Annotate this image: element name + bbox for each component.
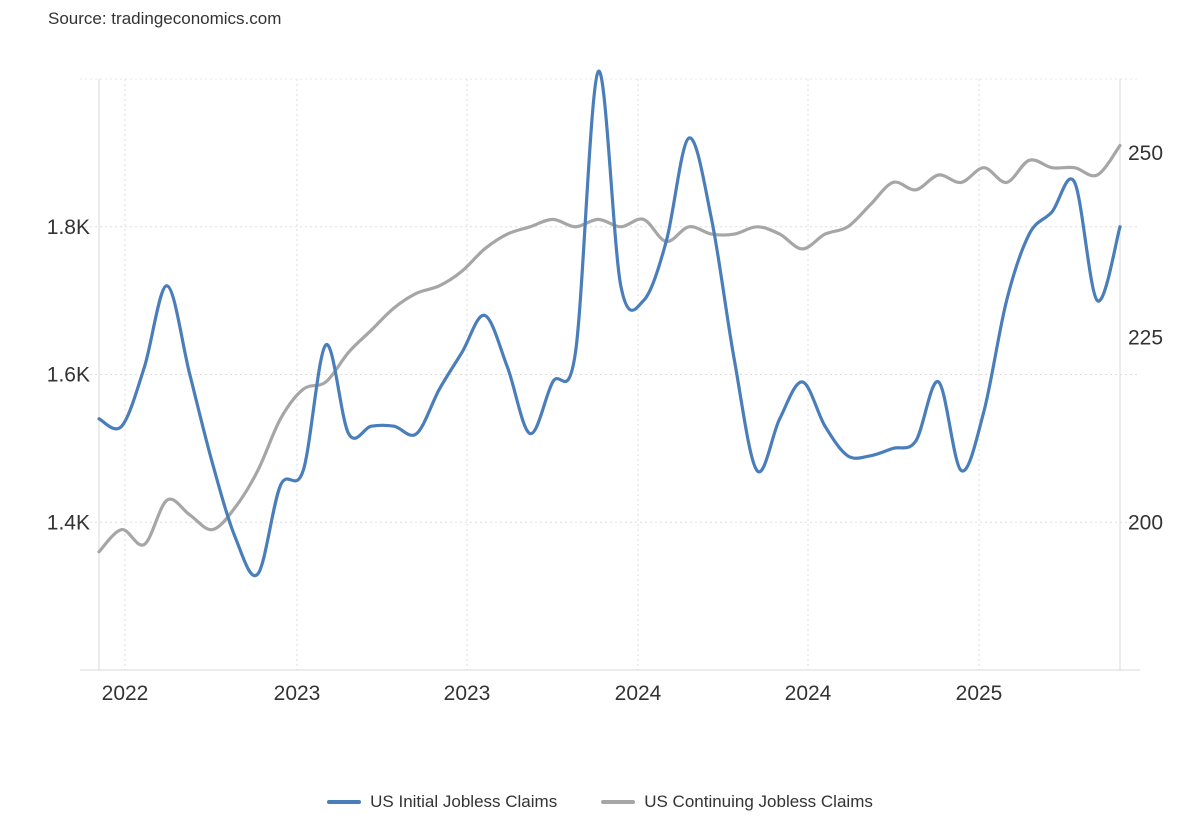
source-label: Source: tradingeconomics.com bbox=[48, 9, 282, 28]
x-tick-label: 2024 bbox=[785, 682, 832, 705]
legend-item-initial[interactable]: US Initial Jobless Claims bbox=[327, 792, 557, 812]
left-tick-label: 1.4K bbox=[47, 511, 90, 534]
legend-label-continuing: US Continuing Jobless Claims bbox=[644, 792, 873, 811]
series-line-initial-claims bbox=[97, 69, 1122, 578]
right-tick-label: 225 bbox=[1128, 327, 1163, 350]
grid bbox=[80, 78, 1140, 670]
legend-label-initial: US Initial Jobless Claims bbox=[370, 792, 558, 811]
left-tick-label: 1.6K bbox=[47, 364, 90, 387]
x-tick-label: 2024 bbox=[615, 682, 662, 705]
legend-swatch-initial bbox=[327, 800, 362, 804]
series-line-continuing-claims bbox=[97, 143, 1122, 554]
left-tick-label: 1.8K bbox=[47, 216, 90, 239]
x-tick-label: 2022 bbox=[102, 682, 149, 705]
x-tick-label: 2023 bbox=[444, 682, 491, 705]
right-tick-label: 200 bbox=[1128, 511, 1163, 534]
axes: 1.4K 1.6K 1.8K 200 225 250 2022 2023 2023 2024 202… bbox=[47, 79, 1163, 705]
jobless-claims-chart: 1.4K 1.6K 1.8K 200 225 250 2022 2023 2023 2024 202… bbox=[47, 69, 1163, 705]
legend-item-continuing[interactable]: US Continuing Jobless Claims bbox=[601, 792, 873, 812]
right-tick-label: 250 bbox=[1128, 142, 1163, 165]
legend-swatch-continuing bbox=[601, 800, 636, 804]
x-tick-label: 2023 bbox=[274, 682, 321, 705]
x-tick-label: 2025 bbox=[956, 682, 1003, 705]
series-lines bbox=[97, 69, 1122, 578]
legend: US Initial Jobless Claims US Continuing … bbox=[0, 792, 1200, 812]
